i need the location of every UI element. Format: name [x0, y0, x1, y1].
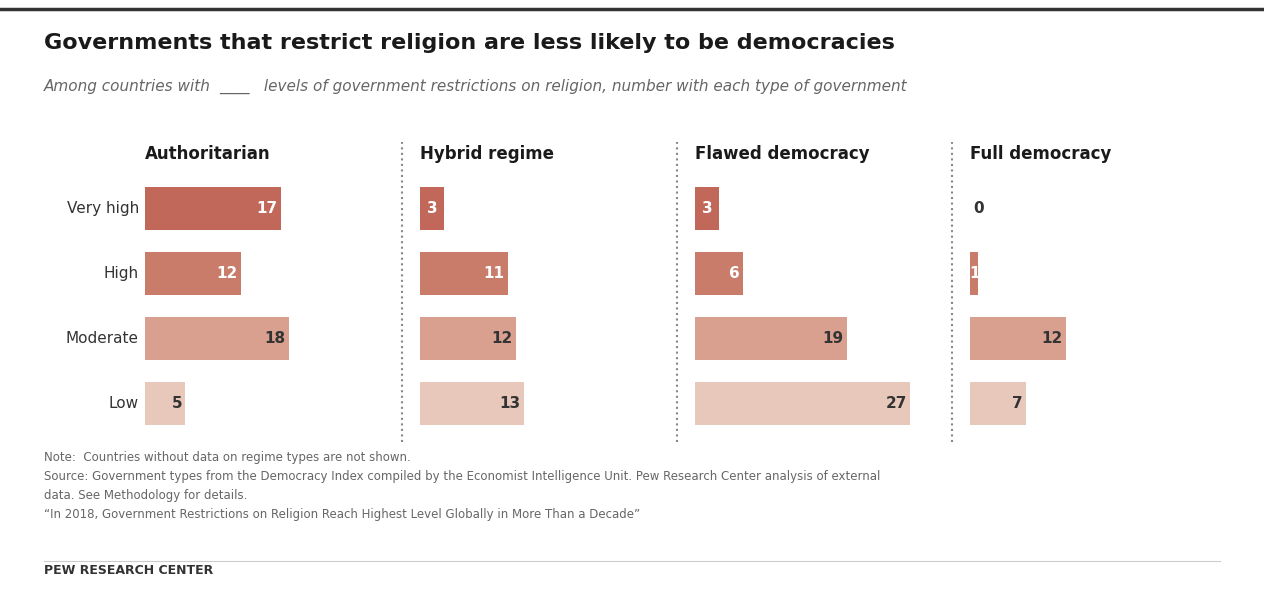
Text: 3: 3: [702, 201, 713, 216]
Bar: [695, 382, 910, 425]
Text: 3: 3: [427, 201, 437, 216]
Text: Note:  Countries without data on regime types are not shown.
Source: Government : Note: Countries without data on regime t…: [44, 451, 881, 522]
Text: Very high: Very high: [67, 201, 139, 216]
Text: 5: 5: [172, 396, 182, 411]
Bar: [420, 318, 516, 360]
Text: Authoritarian: Authoritarian: [145, 145, 270, 163]
Bar: [420, 252, 508, 295]
Text: Full democracy: Full democracy: [971, 145, 1111, 163]
Text: PEW RESEARCH CENTER: PEW RESEARCH CENTER: [44, 564, 214, 576]
Bar: [971, 382, 1026, 425]
Bar: [145, 318, 289, 360]
Text: Governments that restrict religion are less likely to be democracies: Governments that restrict religion are l…: [44, 33, 895, 53]
Text: 1: 1: [969, 266, 980, 281]
Text: Flawed democracy: Flawed democracy: [695, 145, 870, 163]
Bar: [420, 382, 523, 425]
Bar: [695, 252, 743, 295]
Bar: [145, 187, 281, 230]
Text: Hybrid regime: Hybrid regime: [420, 145, 555, 163]
Text: High: High: [104, 266, 139, 281]
Bar: [971, 252, 978, 295]
Text: Among countries with: Among countries with: [44, 79, 216, 94]
Text: 6: 6: [729, 266, 739, 281]
Text: 12: 12: [492, 331, 513, 346]
Text: 18: 18: [264, 331, 286, 346]
Text: 19: 19: [823, 331, 843, 346]
Text: 12: 12: [216, 266, 238, 281]
Text: 0: 0: [973, 201, 983, 216]
Text: 12: 12: [1042, 331, 1063, 346]
Bar: [145, 382, 186, 425]
Text: 13: 13: [499, 396, 521, 411]
Bar: [695, 187, 719, 230]
Bar: [695, 318, 847, 360]
Text: 11: 11: [484, 266, 504, 281]
Bar: [420, 187, 444, 230]
Text: Low: Low: [109, 396, 139, 411]
Text: ____: ____: [219, 79, 249, 94]
Bar: [145, 252, 241, 295]
Text: 17: 17: [257, 201, 278, 216]
Text: Moderate: Moderate: [66, 331, 139, 346]
Text: levels of government restrictions on religion, number with each type of governme: levels of government restrictions on rel…: [259, 79, 906, 94]
Bar: [971, 318, 1066, 360]
Text: 7: 7: [1012, 396, 1023, 411]
Text: 27: 27: [886, 396, 908, 411]
